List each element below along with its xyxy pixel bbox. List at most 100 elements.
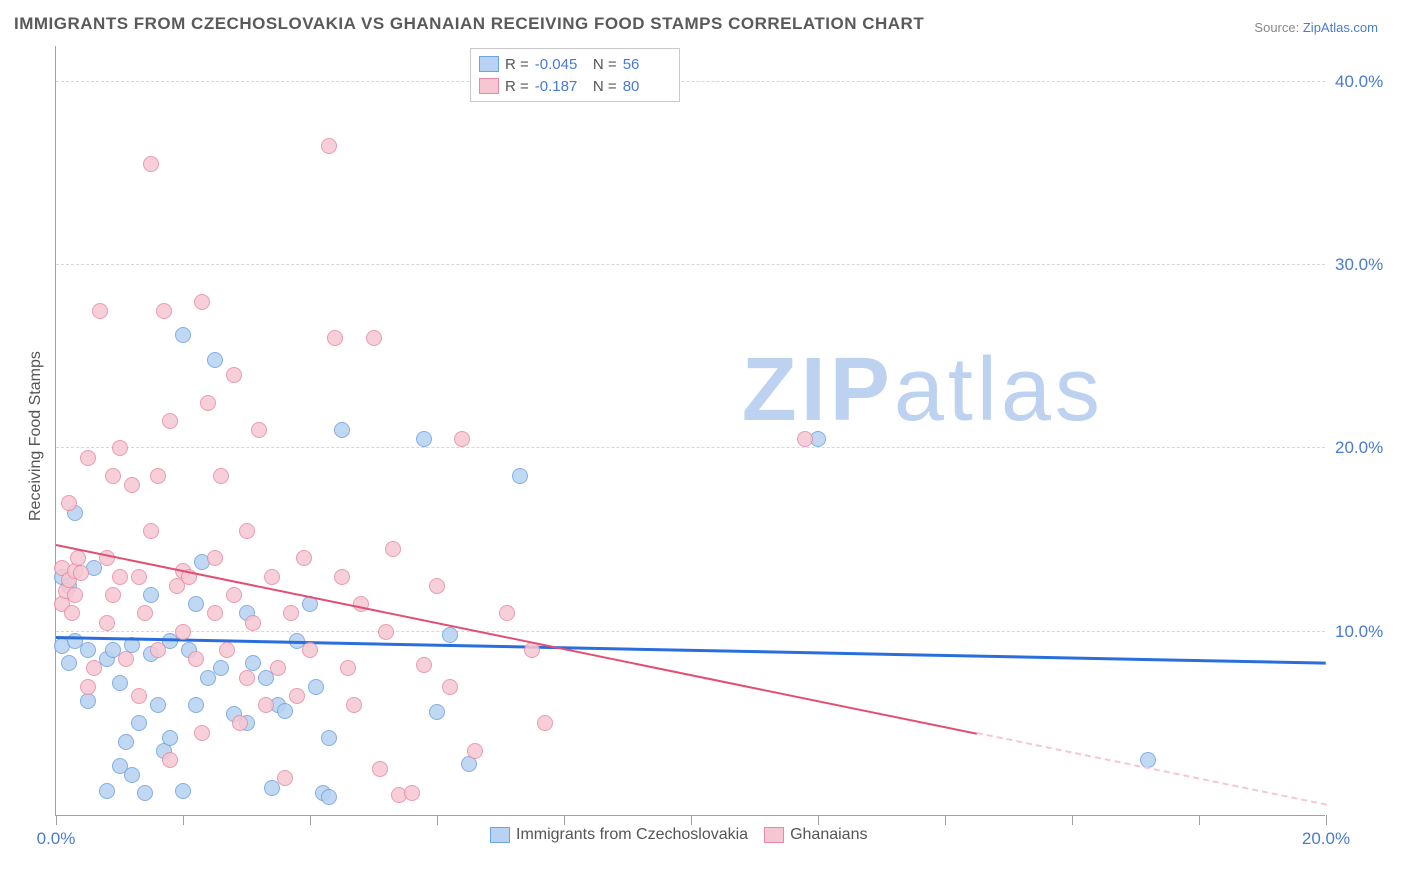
legend-row: R =-0.187 N =80 (479, 75, 671, 97)
x-tick (1072, 815, 1073, 825)
data-point (112, 440, 128, 456)
data-point (67, 587, 83, 603)
data-point (118, 734, 134, 750)
data-point (308, 679, 324, 695)
legend-item: Ghanaians (764, 826, 867, 844)
data-point (64, 605, 80, 621)
data-point (467, 743, 483, 759)
data-point (378, 624, 394, 640)
data-point (80, 693, 96, 709)
legend-series-name: Immigrants from Czechoslovakia (516, 826, 748, 844)
y-tick-label: 30.0% (1335, 255, 1395, 275)
data-point (302, 642, 318, 658)
data-point (86, 660, 102, 676)
legend-r-value: -0.187 (535, 78, 583, 95)
data-point (321, 138, 337, 154)
plot-area: ZIPatlas 10.0%20.0%30.0%40.0%0.0%20.0% (55, 46, 1325, 816)
gridline (56, 81, 1325, 82)
data-point (131, 715, 147, 731)
legend-n-label: N = (589, 56, 617, 73)
data-point (80, 642, 96, 658)
series-legend: Immigrants from Czechoslovakia Ghanaians (490, 826, 867, 844)
legend-row: R =-0.045 N =56 (479, 53, 671, 75)
data-point (499, 605, 515, 621)
data-point (150, 468, 166, 484)
data-point (277, 770, 293, 786)
x-tick (945, 815, 946, 825)
data-point (99, 615, 115, 631)
x-tick (56, 815, 57, 825)
y-tick-label: 20.0% (1335, 438, 1395, 458)
data-point (277, 703, 293, 719)
data-point (245, 655, 261, 671)
data-point (334, 569, 350, 585)
data-point (105, 587, 121, 603)
x-tick (183, 815, 184, 825)
legend-item: Immigrants from Czechoslovakia (490, 826, 748, 844)
data-point (137, 605, 153, 621)
source-label: Source: (1254, 20, 1299, 35)
data-point (162, 730, 178, 746)
y-tick-label: 40.0% (1335, 72, 1395, 92)
x-tick-label: 0.0% (37, 829, 76, 849)
data-point (797, 431, 813, 447)
legend-n-value: 80 (623, 78, 671, 95)
data-point (245, 615, 261, 631)
x-tick (818, 815, 819, 825)
data-point (188, 697, 204, 713)
data-point (537, 715, 553, 731)
data-point (429, 704, 445, 720)
data-point (512, 468, 528, 484)
legend-n-label: N = (589, 78, 617, 95)
data-point (61, 655, 77, 671)
data-point (143, 156, 159, 172)
data-point (80, 679, 96, 695)
data-point (385, 541, 401, 557)
y-tick-label: 10.0% (1335, 622, 1395, 642)
data-point (321, 730, 337, 746)
data-point (283, 605, 299, 621)
data-point (92, 303, 108, 319)
data-point (156, 303, 172, 319)
data-point (429, 578, 445, 594)
data-point (296, 550, 312, 566)
data-point (118, 651, 134, 667)
x-tick (310, 815, 311, 825)
data-point (105, 468, 121, 484)
data-point (264, 569, 280, 585)
source-link[interactable]: ZipAtlas.com (1303, 20, 1378, 35)
data-point (124, 477, 140, 493)
y-axis-label: Receiving Food Stamps (27, 351, 45, 521)
x-tick-label: 20.0% (1302, 829, 1350, 849)
data-point (239, 523, 255, 539)
data-point (416, 657, 432, 673)
x-tick (1326, 815, 1327, 825)
legend-swatch (490, 827, 510, 843)
data-point (131, 688, 147, 704)
trend-line (977, 732, 1327, 806)
x-tick (564, 815, 565, 825)
chart-title: IMMIGRANTS FROM CZECHOSLOVAKIA VS GHANAI… (14, 14, 924, 34)
watermark: ZIPatlas (742, 339, 1104, 442)
legend-swatch (764, 827, 784, 843)
data-point (340, 660, 356, 676)
data-point (99, 783, 115, 799)
data-point (200, 395, 216, 411)
data-point (175, 327, 191, 343)
data-point (226, 587, 242, 603)
data-point (442, 627, 458, 643)
data-point (232, 715, 248, 731)
data-point (454, 431, 470, 447)
x-tick (437, 815, 438, 825)
data-point (346, 697, 362, 713)
data-point (80, 450, 96, 466)
data-point (442, 679, 458, 695)
data-point (416, 431, 432, 447)
data-point (131, 569, 147, 585)
data-point (73, 565, 89, 581)
data-point (270, 660, 286, 676)
data-point (143, 523, 159, 539)
data-point (194, 725, 210, 741)
data-point (258, 697, 274, 713)
data-point (150, 642, 166, 658)
